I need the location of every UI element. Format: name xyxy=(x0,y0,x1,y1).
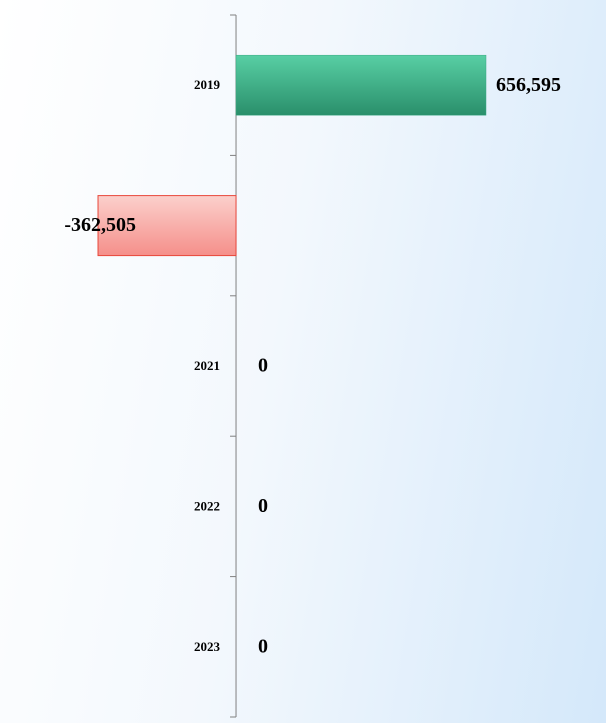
data-label: 656,595 xyxy=(496,74,561,96)
y-tick-label: 2023 xyxy=(194,639,221,654)
y-tick-label: 2019 xyxy=(194,77,221,92)
data-label: -362,505 xyxy=(64,214,136,236)
data-label: 0 xyxy=(258,355,268,377)
bar xyxy=(97,195,237,257)
data-label: 0 xyxy=(258,495,268,517)
y-tick-label: 2021 xyxy=(194,358,220,373)
y-tick-label: 2022 xyxy=(194,498,220,513)
bar xyxy=(235,54,487,116)
data-label: 0 xyxy=(258,635,268,657)
